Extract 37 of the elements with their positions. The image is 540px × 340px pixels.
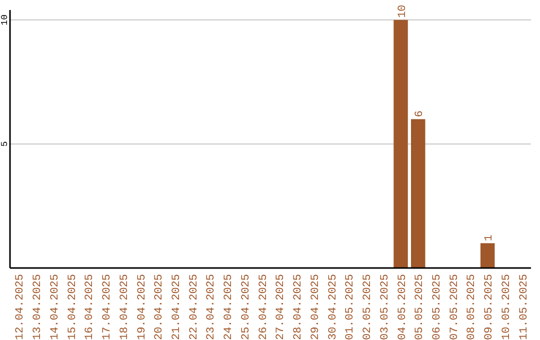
- x-tick-label: 19.04.2025: [136, 274, 148, 340]
- x-tick-label: 20.04.2025: [154, 274, 166, 340]
- x-tick-label: 04.05.2025: [396, 274, 409, 340]
- x-tick-label: 28.04.2025: [292, 274, 305, 340]
- x-tick-label: 07.05.2025: [448, 274, 461, 340]
- bar: [410, 119, 426, 268]
- x-tick-label: 18.04.2025: [118, 274, 131, 340]
- x-tick-label: 11.05.2025: [518, 274, 530, 340]
- x-tick-label: 30.04.2025: [327, 274, 340, 340]
- data-label: 1: [484, 234, 496, 242]
- x-tick-label: 03.05.2025: [379, 274, 392, 340]
- x-tick-label: 16.04.2025: [84, 274, 96, 340]
- data-label: 6: [414, 110, 426, 118]
- y-tick-label: 5: [0, 141, 10, 147]
- x-tick-label: 17.04.2025: [102, 274, 114, 340]
- x-tick-label: 12.04.2025: [14, 274, 27, 340]
- x-tick-label: 09.05.2025: [484, 274, 496, 340]
- x-tick-label: 14.04.2025: [49, 274, 62, 340]
- bar: [394, 20, 408, 268]
- x-tick-label: 01.05.2025: [344, 274, 357, 340]
- bar: [480, 243, 495, 268]
- x-tick-label: 24.04.2025: [223, 274, 236, 340]
- x-tick-label: 10.05.2025: [500, 274, 513, 340]
- x-tick-label: 15.04.2025: [66, 274, 79, 340]
- x-tick-label: 21.04.2025: [170, 274, 183, 340]
- x-tick-label: 29.04.2025: [310, 274, 322, 340]
- x-tick-label: 05.05.2025: [414, 274, 426, 340]
- x-tick-label: 26.04.2025: [258, 274, 270, 340]
- x-tick-label: 22.04.2025: [188, 274, 200, 340]
- x-tick-label: 23.04.2025: [206, 274, 218, 340]
- x-tick-label: 13.04.2025: [32, 274, 44, 340]
- x-tick-label: 08.05.2025: [466, 274, 478, 340]
- x-tick-label: 25.04.2025: [240, 274, 252, 340]
- x-tick-label: 06.05.2025: [431, 274, 444, 340]
- x-tick-label: 27.04.2025: [275, 274, 288, 340]
- x-tick-label: 02.05.2025: [362, 274, 374, 340]
- data-label: 10: [396, 4, 409, 18]
